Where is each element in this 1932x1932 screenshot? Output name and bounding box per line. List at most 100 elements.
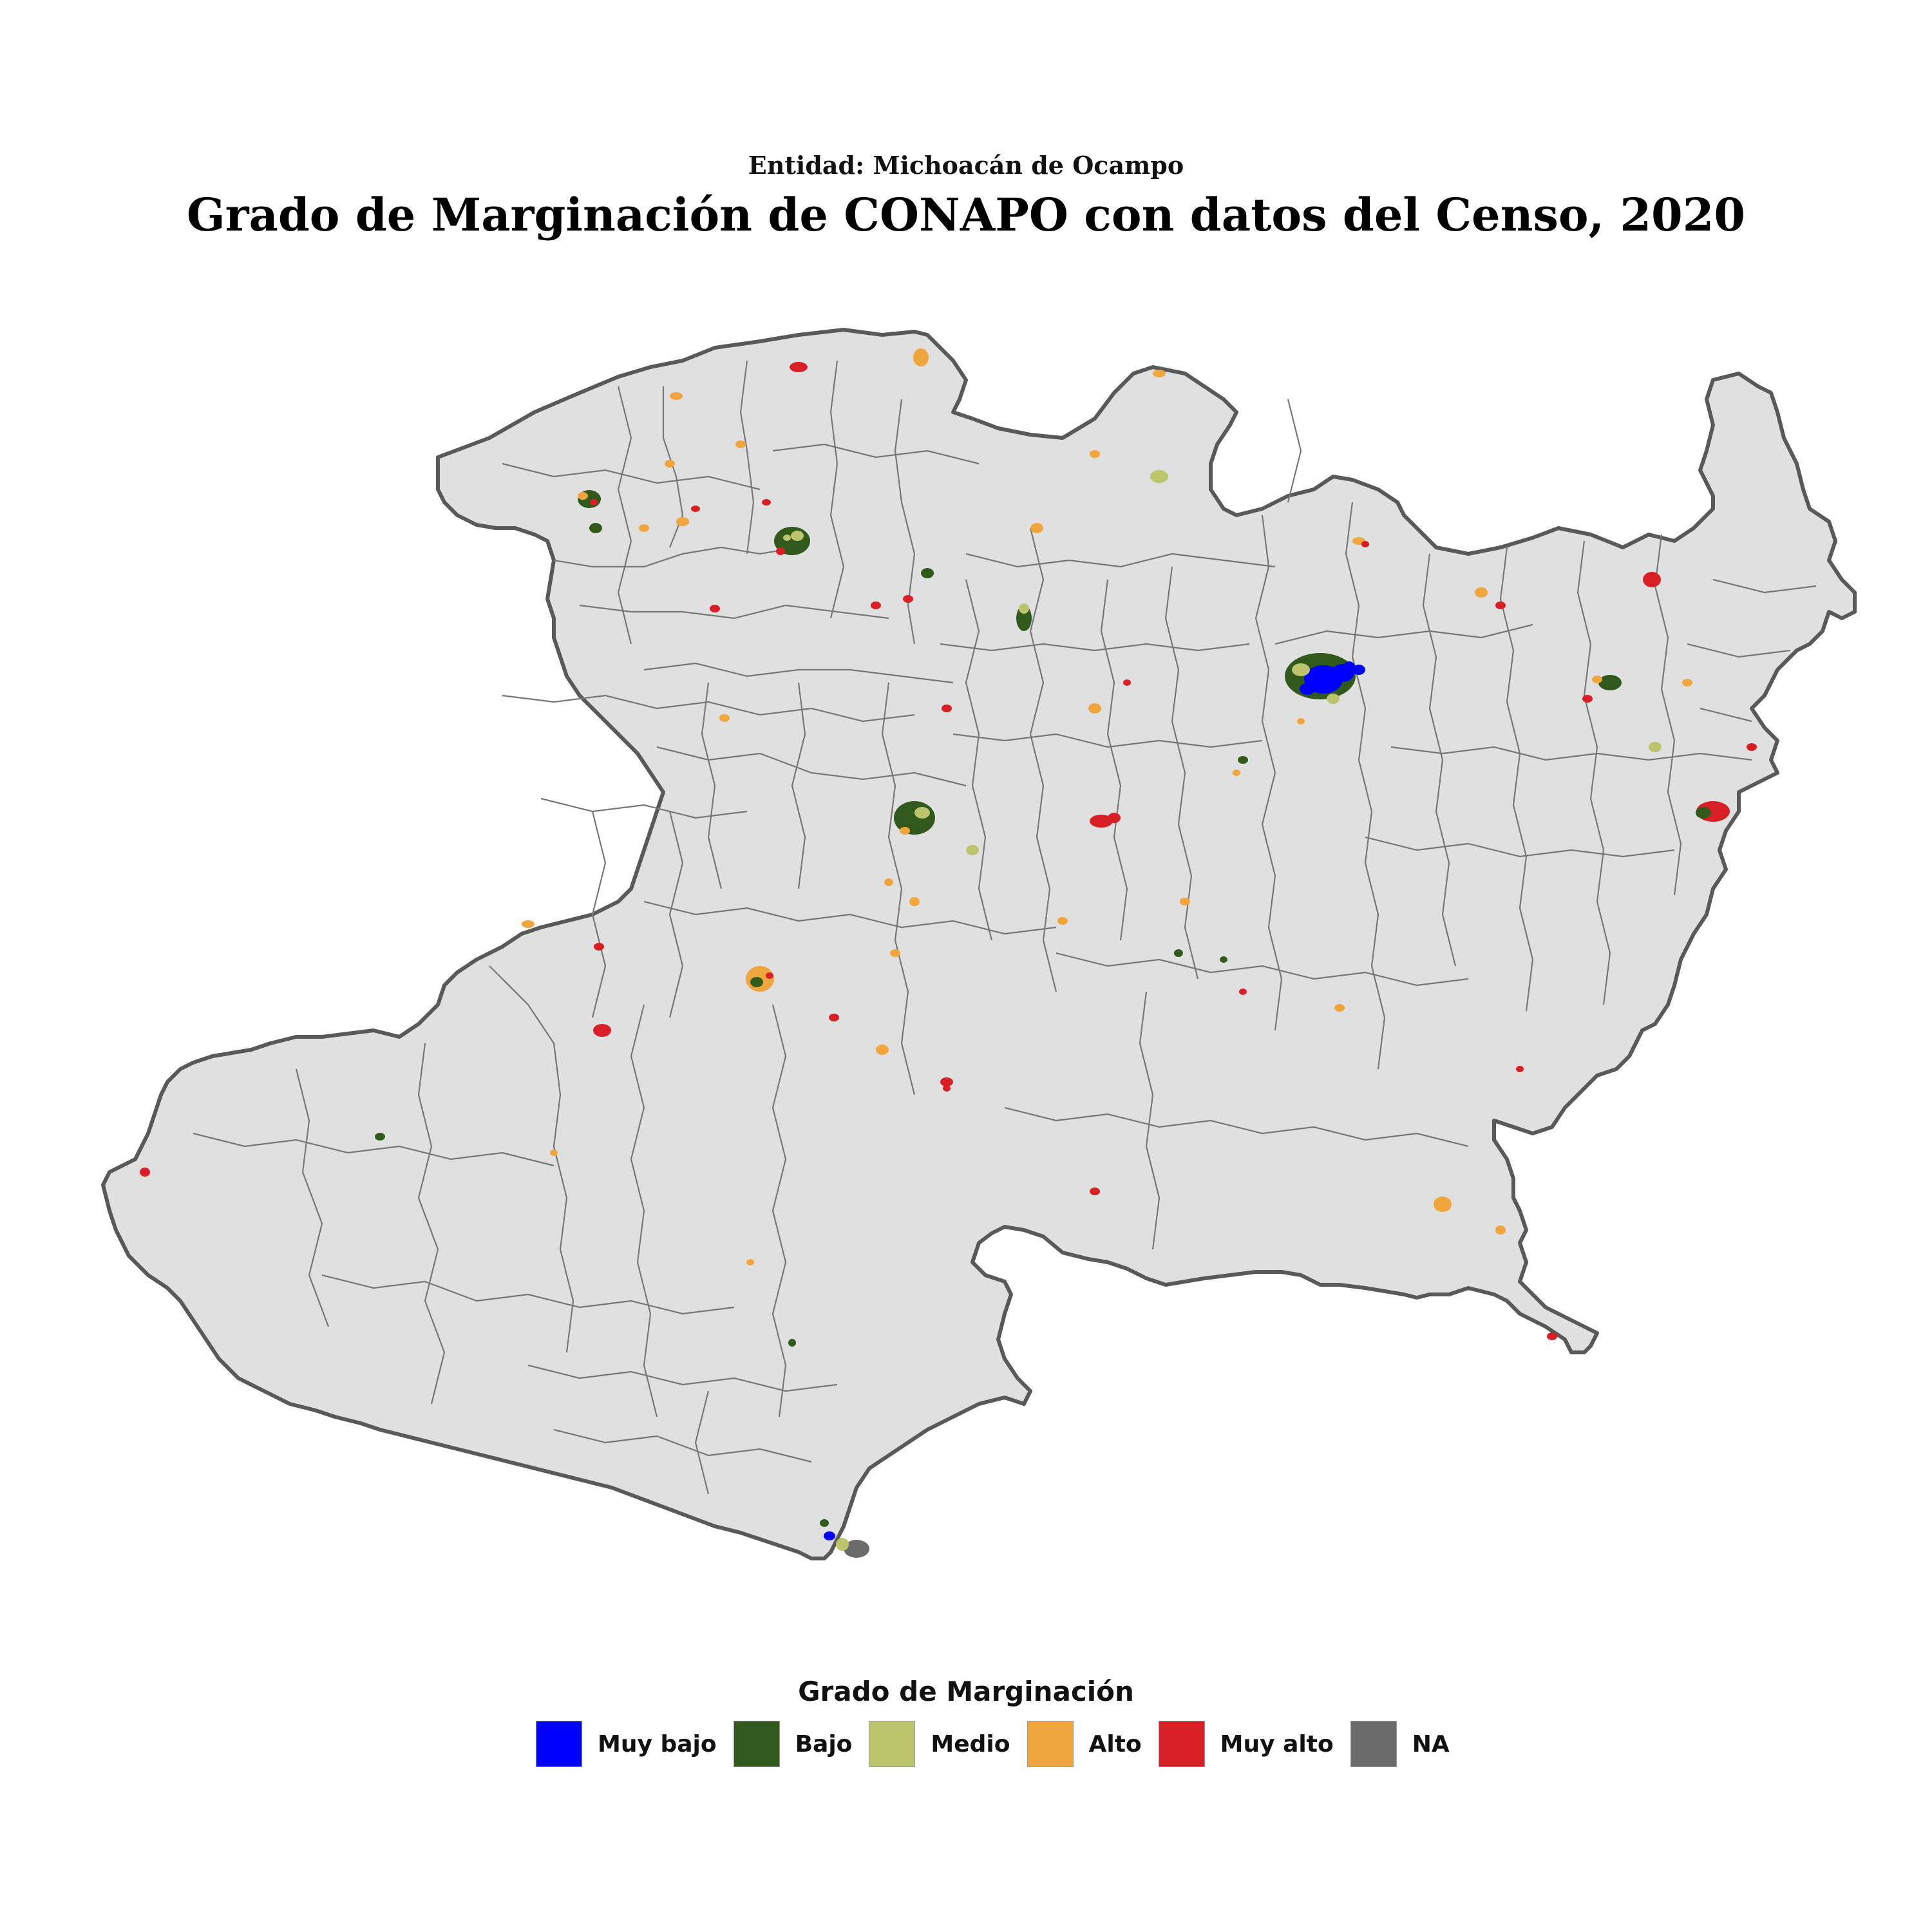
locality-medio — [914, 807, 930, 819]
municipal-borders — [193, 360, 1817, 1495]
locality-muy-alto — [691, 506, 700, 512]
municipal-border-line — [617, 386, 632, 645]
legend-swatch — [1158, 1721, 1205, 1767]
municipal-border-line — [527, 1364, 838, 1392]
locality-muy-alto — [593, 1024, 611, 1037]
municipal-border-line — [1255, 515, 1283, 1031]
locality-alto — [1495, 1226, 1506, 1235]
municipal-border-line — [417, 1043, 446, 1405]
municipal-border-line — [1654, 534, 1682, 896]
locality-alto — [746, 1259, 754, 1265]
locality-muy-alto — [1090, 1188, 1100, 1195]
locality-muy-alto — [762, 499, 771, 506]
locality-muy-alto — [943, 1085, 951, 1092]
locality-muy-alto — [1547, 1332, 1557, 1340]
locality-alto — [890, 949, 900, 957]
locality-muy-alto — [790, 362, 808, 372]
locality-muy-alto — [940, 1077, 953, 1086]
locality-medio — [1327, 694, 1340, 704]
municipal-border-line — [295, 1068, 330, 1327]
locality-alto — [1475, 587, 1488, 598]
locality-alto — [1682, 679, 1692, 687]
municipal-border-line — [1422, 553, 1457, 967]
locality-muy-alto — [1495, 601, 1506, 609]
municipal-border-line — [1029, 527, 1057, 992]
municipal-border-line — [502, 694, 915, 723]
locality-alto — [1090, 450, 1100, 458]
locality-bajo — [788, 1339, 796, 1347]
legend-swatch — [869, 1721, 916, 1767]
locality-medio — [791, 531, 804, 541]
municipal-border-line — [772, 1004, 787, 1417]
locality-alto — [913, 348, 929, 366]
municipal-border-line — [193, 1132, 554, 1167]
legend-label: NA — [1412, 1730, 1450, 1757]
municipal-border-line — [952, 733, 1263, 748]
locality-alto — [670, 392, 683, 400]
municipal-border-line — [772, 443, 980, 465]
legend-title: Grado de Marginación — [798, 1676, 1134, 1707]
locality-bajo — [1238, 756, 1248, 764]
locality-muy-alto — [1239, 989, 1247, 995]
locality-muy-alto — [871, 601, 881, 609]
municipal-border-line — [739, 360, 755, 554]
locality-alto — [1088, 703, 1101, 714]
municipal-border-line — [1365, 836, 1675, 858]
locality-muy-alto — [1090, 815, 1113, 828]
municipal-border-line — [643, 662, 954, 684]
legend-item-medio: Medio — [869, 1721, 1010, 1767]
municipal-border-line — [662, 386, 684, 548]
locality-alto — [1180, 898, 1190, 905]
municipal-border-line — [1700, 707, 1752, 723]
locality-muy-alto — [1516, 1066, 1524, 1072]
legend-label: Alto — [1088, 1730, 1142, 1757]
map-subtitle: Entidad: Michoacán de Ocampo — [748, 151, 1184, 180]
locality-muy-alto — [1582, 695, 1593, 703]
locality-bajo — [375, 1133, 385, 1141]
municipal-border-line — [1499, 547, 1534, 1012]
locality-alto — [1434, 1197, 1452, 1212]
locality-alto — [1592, 676, 1602, 683]
locality-muy-alto — [590, 499, 598, 506]
locality-muy-alto — [594, 943, 604, 951]
state-outline — [101, 328, 1857, 1560]
legend-item-bajo: Bajo — [733, 1721, 852, 1767]
locality-bajo — [1174, 949, 1183, 957]
locality-muy-alto — [710, 605, 720, 612]
municipal-border-line — [1287, 399, 1302, 503]
localities-layer — [140, 348, 1757, 1558]
municipal-border-line — [1390, 746, 1752, 761]
legend-item-alto: Alto — [1027, 1721, 1142, 1767]
legend-item-na: NA — [1350, 1721, 1450, 1767]
locality-muy-alto — [942, 705, 952, 712]
locality-muy-alto — [140, 1168, 150, 1177]
municipal-border-line — [965, 579, 993, 941]
municipal-border-line — [829, 360, 845, 619]
locality-medio — [836, 1538, 849, 1551]
municipal-border-line — [591, 811, 607, 1018]
municipal-border-line — [668, 811, 684, 1018]
locality-alto — [1030, 523, 1043, 533]
locality-medio — [1292, 663, 1310, 676]
locality-alto — [676, 517, 689, 526]
locality-alto — [719, 714, 730, 722]
locality-alto — [909, 897, 920, 906]
map-title: Grado de Marginación de CONAPO con datos… — [186, 188, 1746, 242]
locality-muy-alto — [776, 547, 785, 555]
municipal-border-line — [553, 546, 799, 568]
legend-swatch — [733, 1721, 780, 1767]
locality-bajo — [750, 977, 763, 987]
locality-alto — [665, 460, 675, 468]
locality-alto — [639, 524, 649, 532]
locality-alto — [1297, 718, 1305, 724]
locality-medio — [1019, 603, 1029, 614]
municipal-border-line — [881, 682, 916, 1095]
locality-alto — [522, 920, 535, 928]
legend: Muy bajo Bajo Medio Alto Muy alto NA — [536, 1721, 1466, 1767]
locality-medio — [1150, 470, 1168, 483]
municipal-border-line — [1712, 578, 1817, 594]
municipal-border-line — [1164, 566, 1199, 980]
locality-bajo — [1598, 675, 1622, 690]
locality-muy-bajo — [1300, 683, 1315, 695]
legend-swatch — [1350, 1721, 1397, 1767]
